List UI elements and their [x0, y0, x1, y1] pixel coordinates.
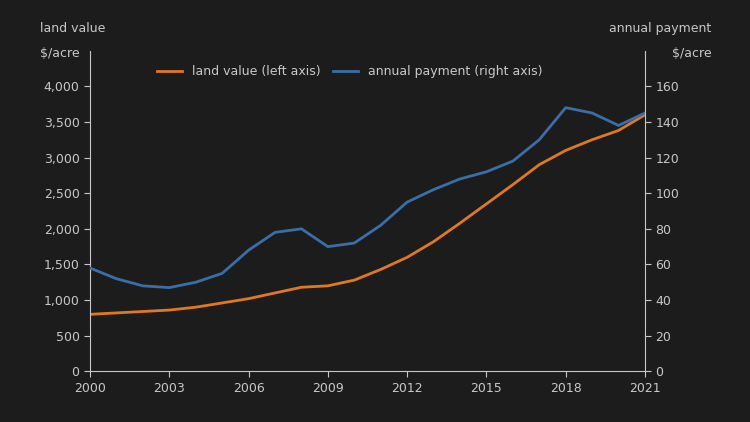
annual payment (right axis): [376, 223, 386, 228]
land value (left axis): [217, 300, 226, 306]
annual payment (right axis): [323, 244, 332, 249]
annual payment (right axis): [112, 276, 121, 281]
annual payment (right axis): [350, 241, 358, 246]
annual payment (right axis): [297, 226, 306, 231]
land value (left axis): [588, 137, 597, 142]
Text: annual payment: annual payment: [609, 22, 712, 35]
Text: land value: land value: [40, 22, 106, 35]
land value (left axis): [429, 239, 438, 244]
annual payment (right axis): [640, 111, 650, 116]
land value (left axis): [86, 312, 94, 317]
annual payment (right axis): [614, 123, 623, 128]
land value (left axis): [614, 128, 623, 133]
land value (left axis): [297, 285, 306, 290]
annual payment (right axis): [482, 169, 491, 174]
Line: annual payment (right axis): annual payment (right axis): [90, 108, 645, 288]
Line: land value (left axis): land value (left axis): [90, 115, 645, 314]
land value (left axis): [271, 290, 280, 295]
land value (left axis): [112, 311, 121, 316]
land value (left axis): [323, 283, 332, 288]
land value (left axis): [138, 309, 147, 314]
Text: $/acre: $/acre: [40, 47, 80, 60]
annual payment (right axis): [86, 265, 94, 271]
land value (left axis): [482, 201, 491, 206]
land value (left axis): [640, 112, 650, 117]
land value (left axis): [191, 305, 200, 310]
land value (left axis): [509, 182, 518, 187]
land value (left axis): [535, 162, 544, 167]
annual payment (right axis): [535, 137, 544, 142]
annual payment (right axis): [429, 187, 438, 192]
annual payment (right axis): [509, 159, 518, 164]
annual payment (right axis): [588, 111, 597, 116]
annual payment (right axis): [561, 105, 570, 110]
land value (left axis): [350, 278, 358, 283]
annual payment (right axis): [244, 248, 253, 253]
annual payment (right axis): [165, 285, 174, 290]
land value (left axis): [403, 255, 412, 260]
Text: $/acre: $/acre: [672, 47, 712, 60]
annual payment (right axis): [217, 271, 226, 276]
Legend: land value (left axis), annual payment (right axis): land value (left axis), annual payment (…: [152, 60, 548, 83]
land value (left axis): [376, 267, 386, 272]
annual payment (right axis): [191, 280, 200, 285]
annual payment (right axis): [138, 283, 147, 288]
land value (left axis): [455, 221, 464, 226]
annual payment (right axis): [455, 176, 464, 181]
annual payment (right axis): [403, 200, 412, 205]
land value (left axis): [561, 148, 570, 153]
land value (left axis): [244, 296, 253, 301]
land value (left axis): [165, 308, 174, 313]
annual payment (right axis): [271, 230, 280, 235]
